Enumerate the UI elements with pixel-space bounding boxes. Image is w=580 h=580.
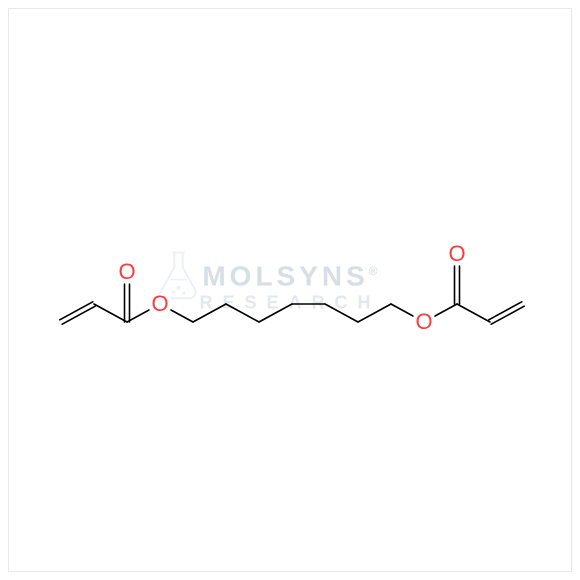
atom-label-o: O bbox=[446, 243, 467, 265]
atom-label-o: O bbox=[149, 293, 170, 315]
image-card: MOLSYNS® RESEARCH OOOO bbox=[8, 8, 572, 572]
diagram-stage: MOLSYNS® RESEARCH OOOO bbox=[9, 9, 571, 571]
atom-label-o: O bbox=[116, 261, 137, 283]
molecule-svg bbox=[9, 9, 573, 573]
atom-label-o: O bbox=[413, 311, 434, 333]
